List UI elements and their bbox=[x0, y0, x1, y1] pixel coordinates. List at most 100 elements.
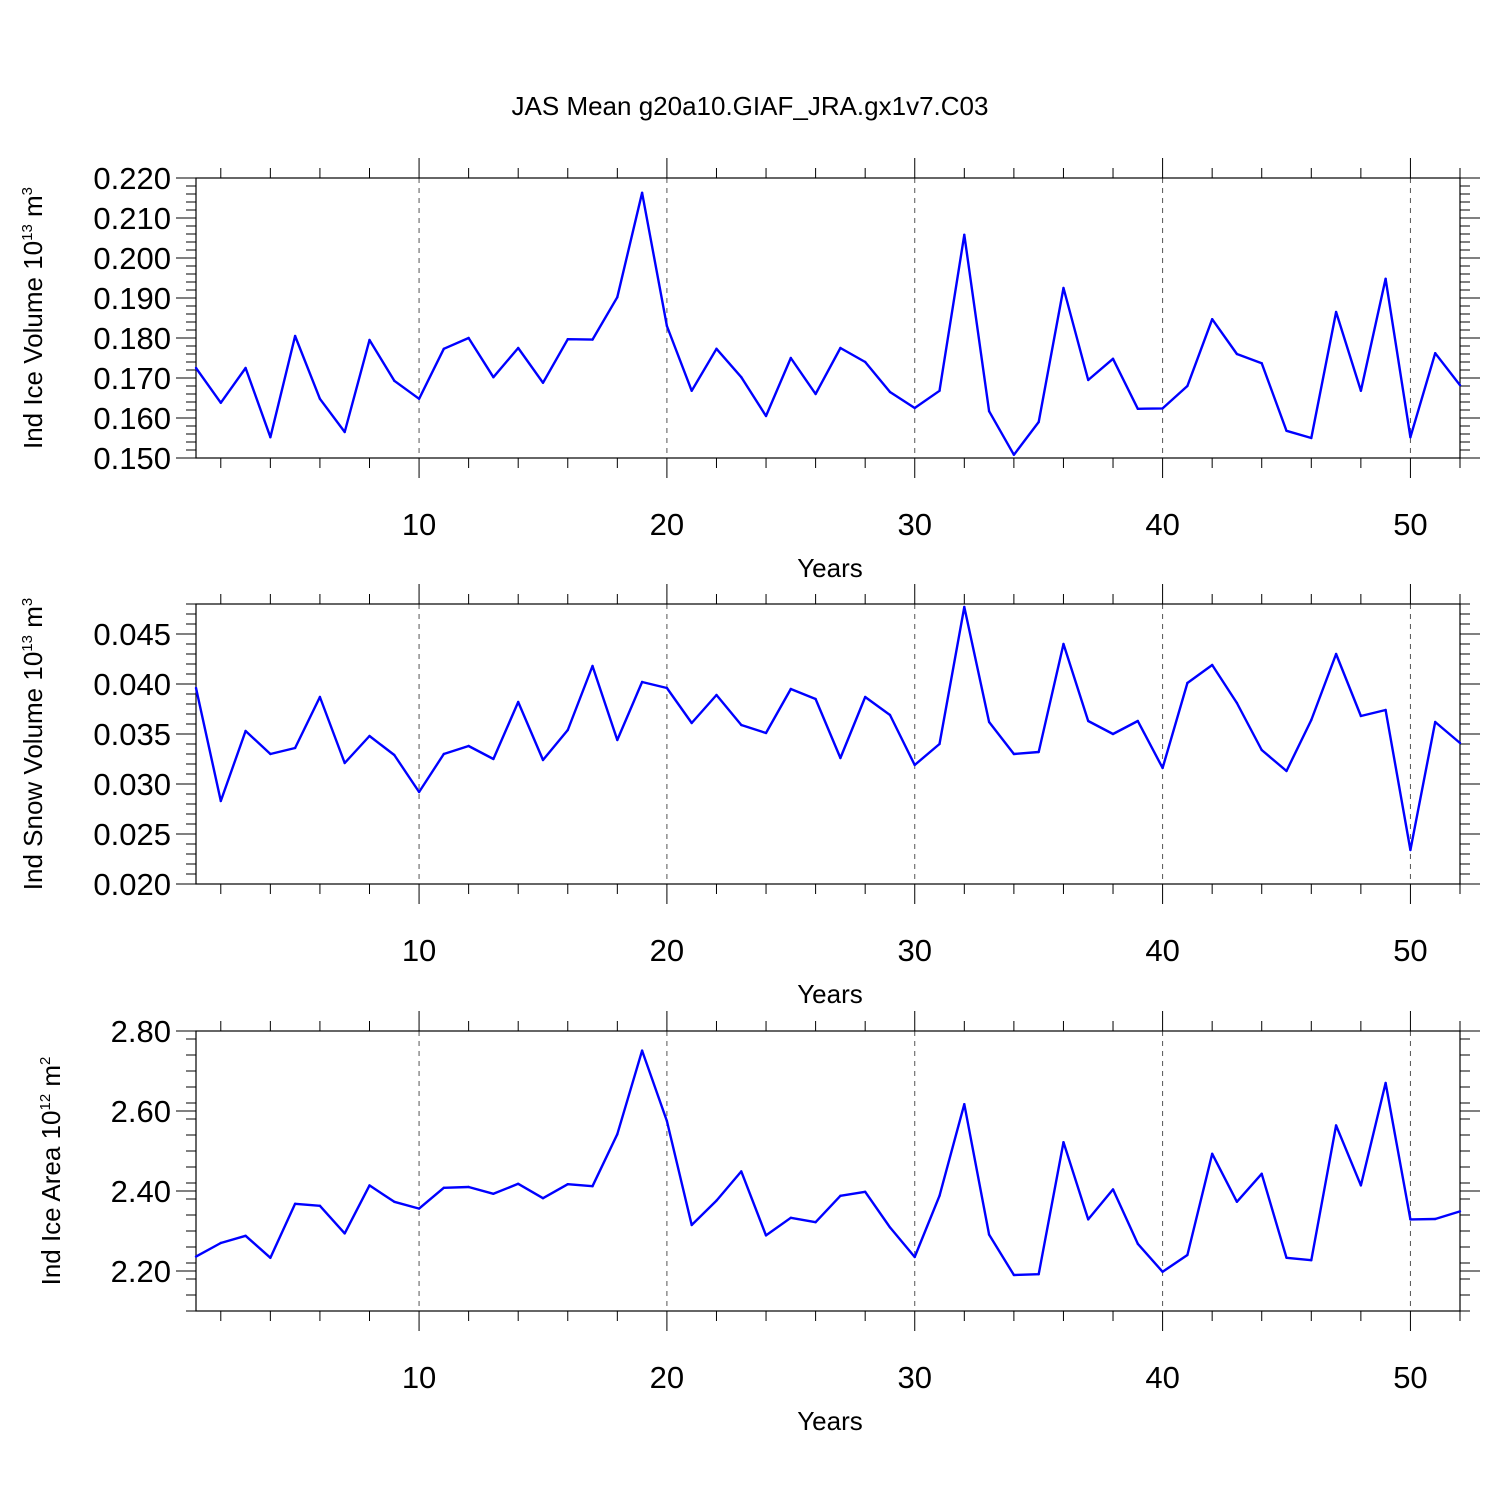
x-tick-label: 50 bbox=[1393, 933, 1427, 968]
data-point bbox=[1186, 1253, 1189, 1257]
data-point bbox=[1111, 1188, 1115, 1191]
x-tick-label: 10 bbox=[402, 1360, 436, 1395]
plot-frame bbox=[195, 603, 1461, 885]
data-point bbox=[318, 1204, 322, 1208]
y-tick-label: 2.60 bbox=[111, 1094, 171, 1129]
data-point bbox=[194, 366, 198, 370]
data-point bbox=[665, 324, 669, 328]
y-tick-label: 0.190 bbox=[93, 281, 171, 316]
y-tick-label: 0.150 bbox=[93, 441, 171, 476]
data-point bbox=[541, 758, 545, 762]
y-tick-label: 0.020 bbox=[93, 867, 171, 902]
data-point bbox=[1235, 352, 1239, 356]
data-point bbox=[244, 366, 247, 370]
data-point bbox=[1210, 663, 1214, 667]
x-tick-label: 20 bbox=[650, 1360, 684, 1395]
data-point bbox=[417, 1207, 421, 1210]
data-point bbox=[1161, 407, 1164, 410]
x-axis-label: Years bbox=[797, 979, 863, 1009]
data-point bbox=[368, 734, 371, 738]
data-point bbox=[219, 1241, 222, 1245]
x-tick-label: 50 bbox=[1393, 507, 1427, 542]
data-point bbox=[541, 381, 545, 384]
data-point bbox=[516, 1182, 520, 1186]
data-point bbox=[863, 360, 867, 364]
data-point bbox=[690, 721, 693, 725]
data-point bbox=[516, 346, 520, 350]
y-tick-label: 0.220 bbox=[93, 161, 171, 196]
data-point bbox=[1409, 1218, 1412, 1221]
data-point bbox=[1012, 752, 1016, 756]
y-tick-label: 0.180 bbox=[93, 321, 171, 356]
data-point bbox=[417, 790, 421, 794]
data-point bbox=[789, 1216, 793, 1220]
x-tick-label: 10 bbox=[402, 507, 436, 542]
data-point bbox=[987, 720, 991, 724]
data-point bbox=[1136, 407, 1140, 410]
data-point bbox=[1310, 436, 1313, 440]
data-point bbox=[1161, 766, 1164, 770]
data-point bbox=[1210, 1152, 1214, 1156]
data-point bbox=[293, 334, 297, 338]
data-point bbox=[566, 728, 569, 732]
data-point bbox=[1037, 1273, 1040, 1276]
chart-panel-3: 2.20 2.40 2.60 2.80 10 20 30 40 50 Years Ind Ice A… bbox=[36, 1011, 1480, 1436]
data-point bbox=[839, 1194, 842, 1198]
x-tick-label: 10 bbox=[402, 933, 436, 968]
data-point bbox=[442, 1186, 446, 1190]
x-tick-label: 30 bbox=[898, 933, 932, 968]
y-tick-label: 0.045 bbox=[93, 617, 171, 652]
data-point bbox=[1285, 429, 1288, 432]
data-point bbox=[640, 680, 644, 684]
data-point bbox=[740, 723, 743, 727]
data-point bbox=[1161, 1270, 1164, 1274]
data-point bbox=[1359, 714, 1363, 718]
data-point bbox=[318, 695, 322, 699]
y-tick-label: 0.210 bbox=[93, 201, 171, 236]
chart-panel-2: 0.020 0.025 0.030 0.035 0.040 0.045 10 20 30 40 50… bbox=[18, 584, 1480, 1009]
data-point bbox=[814, 1221, 817, 1224]
data-point bbox=[442, 347, 446, 350]
data-point bbox=[740, 376, 743, 379]
data-point bbox=[1136, 1242, 1140, 1246]
data-point bbox=[863, 1190, 867, 1194]
data-point bbox=[789, 687, 793, 691]
data-point bbox=[616, 296, 619, 299]
y-axis-label: Ind Ice Area 1012 m2 bbox=[36, 1057, 66, 1286]
data-point bbox=[690, 389, 693, 392]
data-point bbox=[1334, 1124, 1338, 1127]
data-point bbox=[467, 744, 470, 748]
data-point bbox=[1136, 719, 1140, 723]
data-point bbox=[194, 686, 198, 690]
data-point bbox=[913, 1255, 916, 1259]
data-point bbox=[293, 746, 297, 750]
data-point bbox=[566, 1183, 569, 1186]
data-point bbox=[269, 1256, 272, 1260]
data-point bbox=[1260, 362, 1263, 365]
data-point bbox=[417, 397, 421, 400]
data-point bbox=[516, 700, 520, 704]
data-point bbox=[1409, 848, 1412, 852]
data-point bbox=[1310, 718, 1313, 722]
y-tick-label: 0.030 bbox=[93, 767, 171, 802]
data-point bbox=[591, 1185, 594, 1188]
data-point bbox=[789, 356, 793, 360]
series-line bbox=[195, 1049, 1461, 1277]
data-point bbox=[1087, 1218, 1090, 1221]
x-tick-label: 40 bbox=[1145, 933, 1179, 968]
data-point bbox=[368, 338, 371, 342]
data-point bbox=[1186, 384, 1189, 388]
data-point bbox=[839, 346, 842, 350]
data-point bbox=[640, 191, 644, 194]
data-point bbox=[1186, 681, 1189, 685]
data-point bbox=[244, 729, 247, 733]
data-point bbox=[393, 753, 396, 757]
data-point bbox=[740, 1170, 743, 1173]
data-point bbox=[715, 347, 718, 350]
data-point bbox=[1434, 352, 1437, 355]
data-point bbox=[888, 1226, 892, 1229]
data-point bbox=[1087, 378, 1090, 382]
data-point bbox=[1111, 357, 1115, 360]
data-point bbox=[1260, 748, 1263, 752]
data-point bbox=[343, 1232, 346, 1235]
